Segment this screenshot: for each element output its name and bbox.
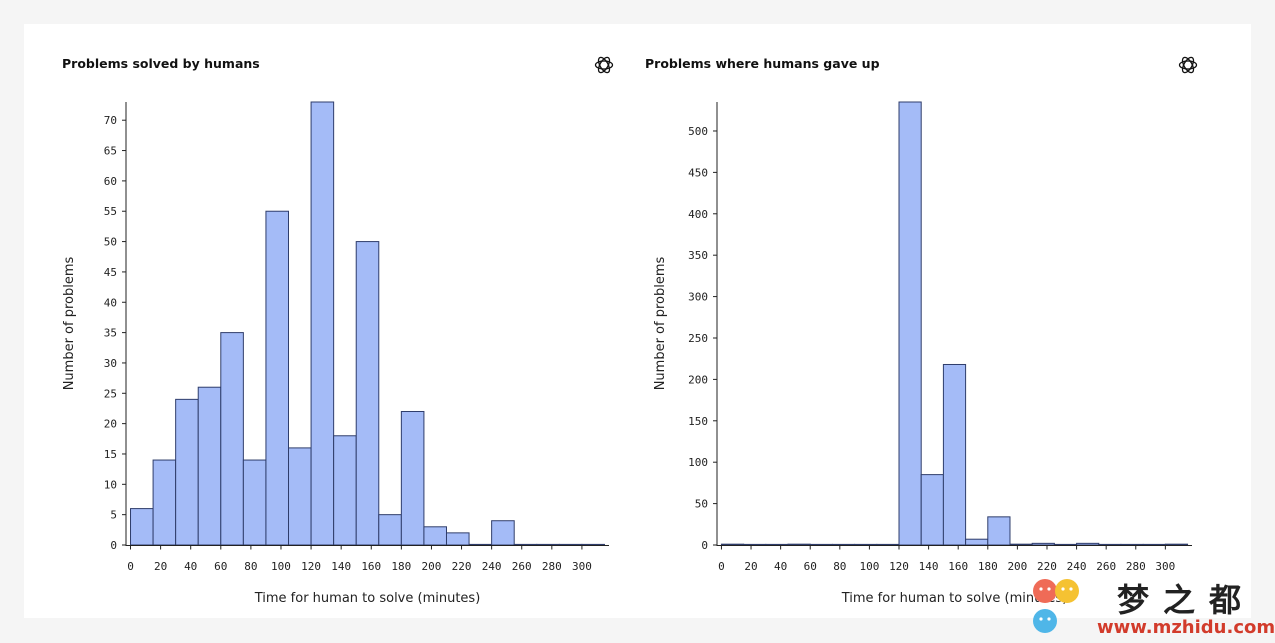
x-tick-label: 280 [542, 560, 562, 573]
x-tick-label: 0 [127, 560, 134, 573]
y-tick-label: 30 [104, 357, 117, 370]
y-tick-label: 5 [110, 509, 117, 522]
y-tick-label: 25 [104, 387, 117, 400]
histogram-bar [854, 543, 878, 546]
histogram-bar [1053, 543, 1078, 546]
x-tick-label: 180 [978, 560, 998, 573]
histogram-bar [809, 543, 833, 546]
x-tick-label: 120 [889, 560, 909, 573]
openai-logo-icon [1178, 56, 1198, 74]
y-tick-label: 50 [695, 498, 708, 511]
x-tick-label: 160 [361, 560, 381, 573]
x-tick-label: 100 [859, 560, 879, 573]
x-tick-label: 240 [1067, 560, 1087, 573]
histogram-bar [765, 543, 789, 546]
histogram-bar [1164, 543, 1189, 546]
x-tick-label: 300 [1155, 560, 1175, 573]
y-tick-label: 40 [104, 296, 117, 309]
histogram-bar [965, 538, 989, 546]
x-tick-label: 200 [422, 560, 442, 573]
x-tick-label: 20 [744, 560, 757, 573]
x-axis-label: Time for human to solve (minutes) [841, 591, 1068, 606]
x-tick-label: 300 [572, 560, 592, 573]
histogram-bar [831, 543, 856, 546]
x-tick-label: 120 [301, 560, 321, 573]
y-tick-label: 35 [104, 327, 117, 340]
watermark-logo-icon [1033, 579, 1079, 633]
y-tick-label: 250 [688, 332, 708, 345]
histogram-bar [1098, 543, 1122, 546]
y-tick-label: 350 [688, 249, 708, 262]
x-tick-label: 100 [271, 560, 291, 573]
openai-logo-icon [594, 56, 614, 74]
x-tick-label: 60 [804, 560, 817, 573]
x-tick-label: 140 [919, 560, 939, 573]
histogram-bar [743, 543, 767, 546]
chart-title-right: Problems where humans gave up [645, 56, 880, 71]
y-tick-label: 450 [688, 166, 708, 179]
histogram-bar [787, 543, 811, 546]
y-tick-label: 500 [688, 125, 708, 138]
histogram-bar [920, 474, 944, 546]
y-tick-label: 60 [104, 175, 117, 188]
watermark-name: 梦之都 [1117, 581, 1256, 619]
x-tick-label: 20 [154, 560, 167, 573]
watermark: 梦之都 www.mzhidu.com [1027, 573, 1275, 641]
x-tick-label: 160 [948, 560, 968, 573]
x-tick-label: 180 [391, 560, 411, 573]
y-tick-label: 0 [701, 539, 708, 552]
watermark-url: www.mzhidu.com [1097, 617, 1275, 638]
chart-title-left: Problems solved by humans [62, 56, 260, 71]
y-tick-label: 55 [104, 205, 117, 218]
histogram-bar [1031, 542, 1055, 546]
histogram-bar [720, 543, 745, 546]
y-tick-label: 200 [688, 373, 708, 386]
x-tick-label: 200 [1007, 560, 1027, 573]
x-tick-label: 80 [244, 560, 257, 573]
y-tick-label: 300 [688, 291, 708, 304]
y-axis-label: Number of problems [653, 256, 668, 390]
y-tick-label: 400 [688, 208, 708, 221]
x-tick-label: 220 [452, 560, 472, 573]
x-tick-label: 80 [833, 560, 846, 573]
y-tick-label: 10 [104, 478, 117, 491]
y-tick-label: 65 [104, 145, 117, 158]
histogram-bar [987, 516, 1011, 546]
x-axis-label: Time for human to solve (minutes) [254, 591, 481, 606]
histogram-bar [1009, 543, 1033, 546]
y-tick-label: 45 [104, 266, 117, 279]
histogram-bar [1120, 543, 1144, 546]
x-tick-label: 0 [718, 560, 725, 573]
y-tick-label: 70 [104, 114, 117, 127]
y-tick-label: 50 [104, 236, 117, 249]
x-tick-label: 240 [482, 560, 502, 573]
x-tick-label: 260 [1096, 560, 1116, 573]
histogram-bar [898, 101, 922, 546]
y-axis-label: Number of problems [62, 256, 77, 390]
x-tick-label: 280 [1126, 560, 1146, 573]
x-tick-label: 260 [512, 560, 532, 573]
y-tick-label: 0 [110, 539, 117, 552]
histogram-bar [876, 543, 900, 546]
x-tick-label: 60 [214, 560, 227, 573]
y-tick-label: 20 [104, 418, 117, 431]
y-tick-label: 100 [688, 456, 708, 469]
x-tick-label: 40 [184, 560, 197, 573]
y-tick-label: 15 [104, 448, 117, 461]
x-tick-label: 40 [774, 560, 787, 573]
y-tick-label: 150 [688, 415, 708, 428]
histogram-bar [1076, 542, 1100, 546]
x-tick-label: 220 [1037, 560, 1057, 573]
x-tick-label: 140 [331, 560, 351, 573]
histogram-bar [942, 363, 967, 546]
histogram-bar [1142, 543, 1166, 546]
